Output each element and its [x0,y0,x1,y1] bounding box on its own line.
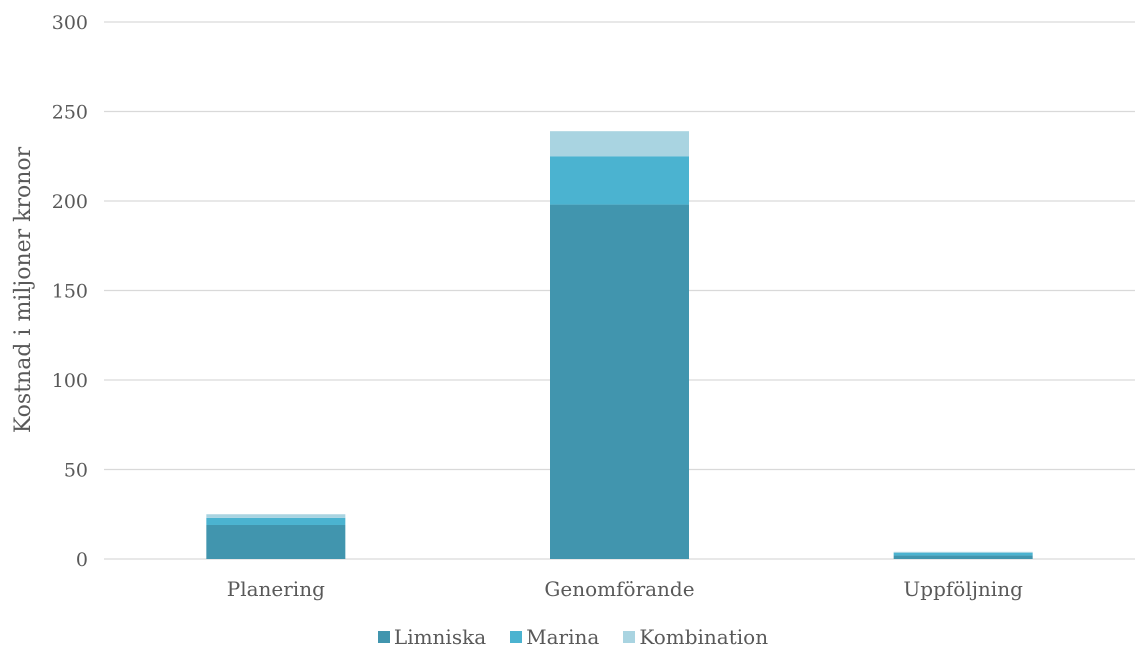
bars [206,131,1033,559]
y-tick-label: 300 [52,12,88,34]
y-axis-label: Kostnad i miljoner kronor [11,146,36,433]
y-tick-label: 200 [52,191,88,213]
y-tick-label: 250 [52,102,88,124]
legend-swatch-limniska [377,631,390,643]
bar-segment-marina [206,517,346,525]
x-tick-label: Genomförande [544,577,694,601]
bar-segment-marina [550,156,689,205]
x-tick-label: Uppföljning [903,577,1023,601]
legend-item-marina: Marina [510,625,599,649]
legend-swatch-marina [510,631,523,643]
y-tick-label: 100 [52,370,88,392]
bar-segment-marina [893,552,1033,556]
legend-item-limniska: Limniska [377,625,487,649]
y-tick-label: 150 [52,281,88,303]
y-tick-label: 50 [64,460,88,482]
legend-swatch-kombination [623,631,636,643]
legend-label-limniska: Limniska [393,625,487,649]
stacked-bar-chart: 0 50 100 150 200 250 300 Planering Genomförande… [11,12,1135,601]
bar-segment-limniska [550,204,689,559]
bar-segment-kombination [550,131,689,157]
legend-item-kombination: Kombination [623,625,768,649]
x-axis-ticks: Planering Genomförande Uppföljning [227,577,1023,601]
y-axis-ticks: 0 50 100 150 200 250 300 [52,12,88,571]
legend: Limniska Marina Kombination [0,622,1146,652]
legend-label-marina: Marina [526,625,600,649]
bar-segment-limniska [893,555,1033,559]
legend-label-kombination: Kombination [639,625,769,649]
x-tick-label: Planering [227,577,325,601]
bar-segment-limniska [206,524,346,559]
y-tick-label: 0 [76,549,88,571]
bar-segment-kombination [893,551,1033,553]
bar-segment-kombination [206,514,346,518]
